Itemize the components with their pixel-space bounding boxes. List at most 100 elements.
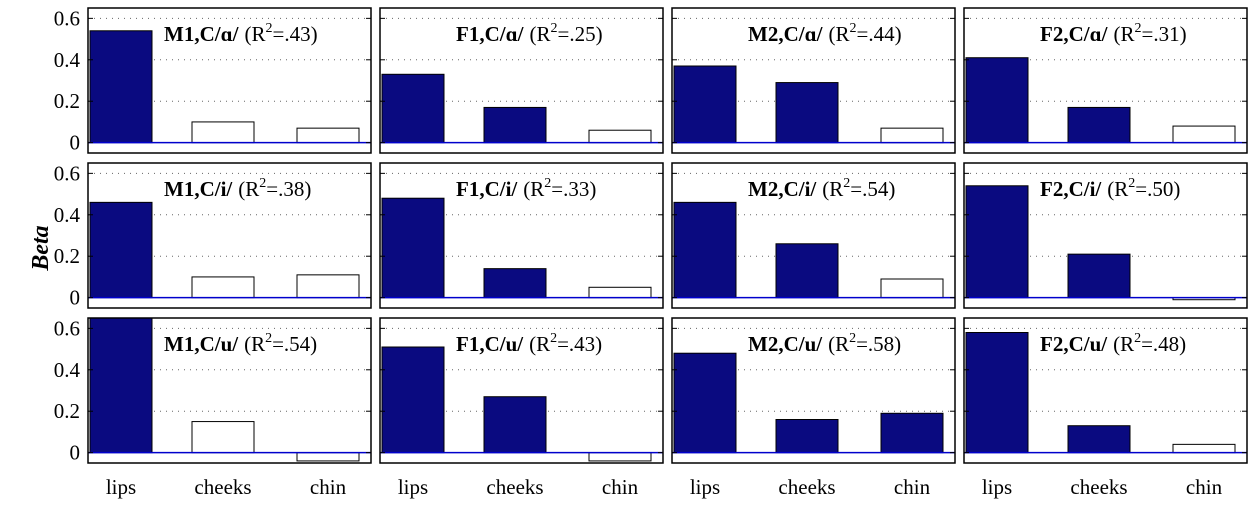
y-tick-label: 0.6 [54, 316, 80, 340]
bar-lips [673, 352, 737, 454]
bar-chin [296, 452, 360, 462]
panel-m2-c: M2,C/ɑ/(R2=.44) [671, 7, 956, 154]
panel-frame [379, 162, 664, 309]
panel-title: M1,C/u/(R2=.54) [164, 331, 317, 356]
panel-r2-superscript: 2 [265, 331, 272, 346]
panel-r2-label: (R [523, 177, 544, 201]
bar-cheeks [483, 396, 547, 454]
bar-lips [965, 332, 1029, 454]
panel-r2-value: =.43) [272, 22, 317, 46]
bar-chin [588, 286, 652, 299]
panel-speaker: M2,C/i/ [748, 177, 817, 201]
bar-lips [381, 73, 445, 144]
panel-m2-c-u: M2,C/u/(R2=.58) [671, 317, 956, 464]
panel-r2-superscript: 2 [849, 331, 856, 346]
panel-speaker: F1,C/u/ [456, 332, 524, 356]
category-label-cheeks: cheeks [486, 475, 543, 499]
panel-speaker: F2,C/u/ [1040, 332, 1108, 356]
bar-lips [89, 201, 153, 299]
panel-title: F1,C/i/(R2=.33) [456, 176, 596, 201]
y-tick-label: 0.4 [54, 358, 81, 382]
bar-chin [588, 129, 652, 144]
panel-r2-superscript: 2 [544, 176, 551, 191]
panel-m1-c-u: M1,C/u/(R2=.54) [87, 317, 372, 464]
panel-title: F2,C/i/(R2=.50) [1040, 176, 1180, 201]
panel-frame [671, 162, 956, 309]
x-axis-categories: lips cheeks chin lips cheeks chin lips cheeks ch… [106, 475, 1223, 499]
panel-frame [87, 317, 372, 464]
bar-cheeks [483, 106, 547, 144]
panel-title: M2,C/u/(R2=.58) [748, 331, 901, 356]
bar-cheeks [191, 276, 255, 299]
bar-chin [880, 412, 944, 454]
bar-cheeks [775, 419, 839, 454]
panel-frame [671, 317, 956, 464]
y-tick-label: 0.6 [54, 6, 80, 30]
panel-r2-label: (R [238, 177, 259, 201]
y-tick-label: 0.6 [54, 161, 80, 185]
bar-chin [1172, 125, 1236, 144]
panel-f1-c-i: F1,C/i/(R2=.33) [379, 162, 664, 309]
bar-cheeks [1067, 253, 1131, 299]
panel-r2-value: =.31) [1141, 22, 1186, 46]
panel-r2-label: (R [529, 22, 550, 46]
panel-r2-superscript: 2 [849, 21, 856, 36]
bar-chin [296, 127, 360, 144]
panel-speaker: M1,C/u/ [164, 332, 239, 356]
panel-r2-label: (R [822, 177, 843, 201]
panel-speaker: M1,C/ɑ/ [164, 22, 240, 46]
category-label-cheeks: cheeks [1070, 475, 1127, 499]
panel-speaker: F1,C/i/ [456, 177, 518, 201]
panels: M1,C/ɑ/(R2=.43) F1,C/ɑ/(R2=.25) M2,C/ɑ/(R2… [87, 7, 1248, 464]
panel-r2-label: (R [828, 22, 849, 46]
bar-chin [1172, 443, 1236, 454]
panel-r2-label: (R [1113, 332, 1134, 356]
panel-r2-value: =.43) [557, 332, 602, 356]
bar-chin [296, 274, 360, 299]
panel-frame [963, 317, 1248, 464]
panel-frame [379, 7, 664, 154]
panel-r2-value: =.44) [856, 22, 901, 46]
y-tick-label: 0.4 [54, 203, 81, 227]
y-tick-label: 0 [70, 441, 81, 465]
y-tick-label: 0.2 [54, 399, 80, 423]
y-axis-ticks: 0 0.2 0.4 0.6 0 0.2 0.4 0.6 0 0.2 0.4 0.6 [54, 6, 81, 464]
panel-frame [379, 317, 664, 464]
bar-lips [89, 30, 153, 144]
panel-r2-superscript: 2 [265, 21, 272, 36]
panel-title: F2,C/u/(R2=.48) [1040, 331, 1186, 356]
panel-title: M2,C/i/(R2=.54) [748, 176, 895, 201]
category-label-lips: lips [106, 475, 136, 499]
panel-r2-label: (R [828, 332, 849, 356]
panel-speaker: M2,C/u/ [748, 332, 823, 356]
panel-f2-c-i: F2,C/i/(R2=.50) [963, 162, 1248, 309]
panel-f2-c-u: F2,C/u/(R2=.48) [963, 317, 1248, 464]
panel-frame [671, 7, 956, 154]
y-tick-label: 0 [70, 131, 81, 155]
panel-r2-superscript: 2 [1134, 21, 1141, 36]
panel-title: M1,C/i/(R2=.38) [164, 176, 311, 201]
panel-r2-superscript: 2 [843, 176, 850, 191]
panel-r2-value: =.58) [856, 332, 901, 356]
bar-chin [880, 278, 944, 299]
bar-cheeks [483, 268, 547, 299]
category-label-chin: chin [602, 475, 639, 499]
y-tick-label: 0 [70, 286, 81, 310]
bar-lips [89, 317, 153, 454]
panel-f2-c: F2,C/ɑ/(R2=.31) [963, 7, 1248, 154]
category-label-lips: lips [690, 475, 720, 499]
category-label-lips: lips [398, 475, 428, 499]
category-label-cheeks: cheeks [778, 475, 835, 499]
panel-speaker: F2,C/i/ [1040, 177, 1102, 201]
category-label-lips: lips [982, 475, 1012, 499]
panel-title: M2,C/ɑ/(R2=.44) [748, 21, 902, 46]
bar-lips [381, 346, 445, 454]
panel-f1-c: F1,C/ɑ/(R2=.25) [379, 7, 664, 154]
panel-speaker: M2,C/ɑ/ [748, 22, 824, 46]
panel-r2-value: =.33) [551, 177, 596, 201]
bar-cheeks [1067, 425, 1131, 454]
panel-r2-superscript: 2 [550, 331, 557, 346]
bar-lips [673, 65, 737, 144]
panel-r2-value: =.54) [850, 177, 895, 201]
panel-m1-c: M1,C/ɑ/(R2=.43) [87, 7, 372, 154]
